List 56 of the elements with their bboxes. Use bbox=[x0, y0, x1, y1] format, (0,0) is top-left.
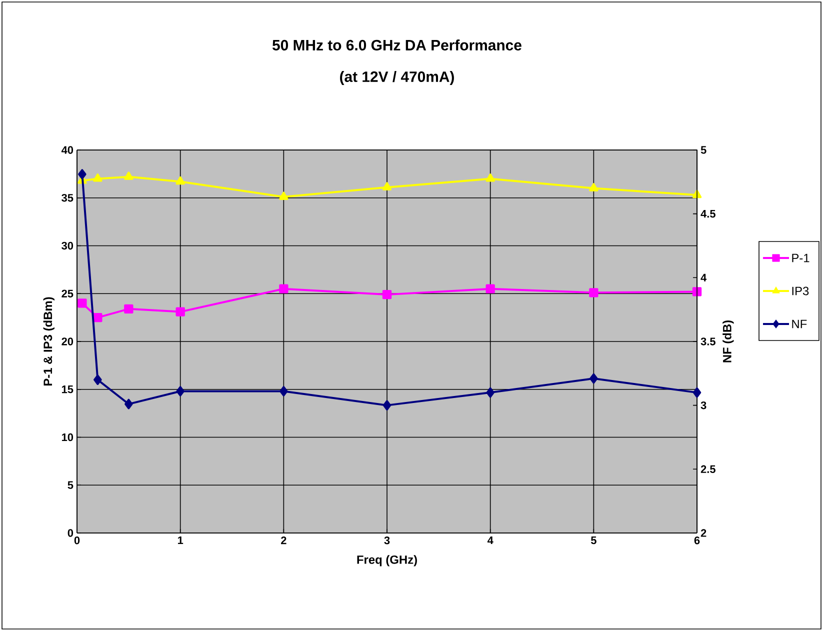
y-tick-label: 15 bbox=[62, 386, 74, 394]
y2-tick-label: 2 bbox=[700, 529, 706, 537]
x-tick-label: 6 bbox=[694, 536, 700, 544]
point bbox=[124, 172, 134, 180]
legend-label: P-1 bbox=[792, 254, 810, 262]
x-tick-label: 0 bbox=[74, 536, 80, 544]
y-tick-label: 25 bbox=[62, 290, 74, 298]
point bbox=[382, 182, 392, 190]
y2-tick-label: 4 bbox=[700, 274, 707, 282]
y-axis-title: P-1 & IP3 (dBm) bbox=[43, 297, 54, 386]
point bbox=[176, 176, 185, 185]
point bbox=[486, 174, 495, 182]
point bbox=[124, 398, 133, 410]
x-tick-label: 1 bbox=[178, 536, 184, 544]
chart-subtitle: (at 12V / 470mA) bbox=[340, 71, 454, 85]
y-tick-label: 40 bbox=[61, 146, 74, 154]
point bbox=[94, 374, 102, 385]
y2-axis-title: NF (dB) bbox=[722, 320, 734, 362]
point bbox=[590, 373, 598, 384]
point bbox=[589, 288, 598, 298]
y2-tick-label: 4.5 bbox=[700, 210, 716, 218]
point bbox=[382, 400, 392, 410]
point bbox=[280, 386, 288, 396]
y-tick-label: 20 bbox=[62, 338, 74, 346]
y-tick-label: 35 bbox=[62, 194, 74, 202]
y2-tick-label: 3.5 bbox=[700, 338, 716, 346]
y2-tick-label: 5 bbox=[700, 146, 706, 154]
x-tick-label: 2 bbox=[281, 536, 286, 544]
point bbox=[176, 307, 185, 316]
point bbox=[176, 386, 184, 396]
point bbox=[279, 284, 288, 294]
point bbox=[486, 387, 494, 398]
y-tick-label: 30 bbox=[62, 242, 74, 250]
y2-tick-label: 2.5 bbox=[700, 465, 716, 474]
point bbox=[382, 290, 392, 300]
legend-label: IP3 bbox=[792, 286, 809, 296]
legend-label: NF bbox=[792, 320, 807, 328]
point bbox=[279, 192, 288, 200]
y2-tick-label: 3 bbox=[700, 401, 706, 410]
y-tick-label: 5 bbox=[68, 481, 74, 489]
x-tick-label: 5 bbox=[590, 536, 596, 544]
point bbox=[124, 304, 134, 314]
point bbox=[692, 287, 702, 296]
point bbox=[486, 284, 495, 294]
chart-title: 50 MHz to 6.0 GHz DA Performance bbox=[272, 40, 522, 50]
point bbox=[78, 169, 86, 180]
x-tick-label: 4 bbox=[487, 536, 494, 544]
x-tick-label: 3 bbox=[384, 536, 390, 544]
point bbox=[589, 183, 598, 192]
point bbox=[692, 387, 702, 398]
x-axis-title: Freq (GHz) bbox=[357, 555, 417, 566]
y-tick-label: 0 bbox=[68, 529, 74, 537]
point bbox=[93, 174, 102, 182]
y-tick-label: 10 bbox=[62, 433, 74, 442]
point bbox=[78, 298, 87, 308]
point bbox=[93, 312, 102, 322]
